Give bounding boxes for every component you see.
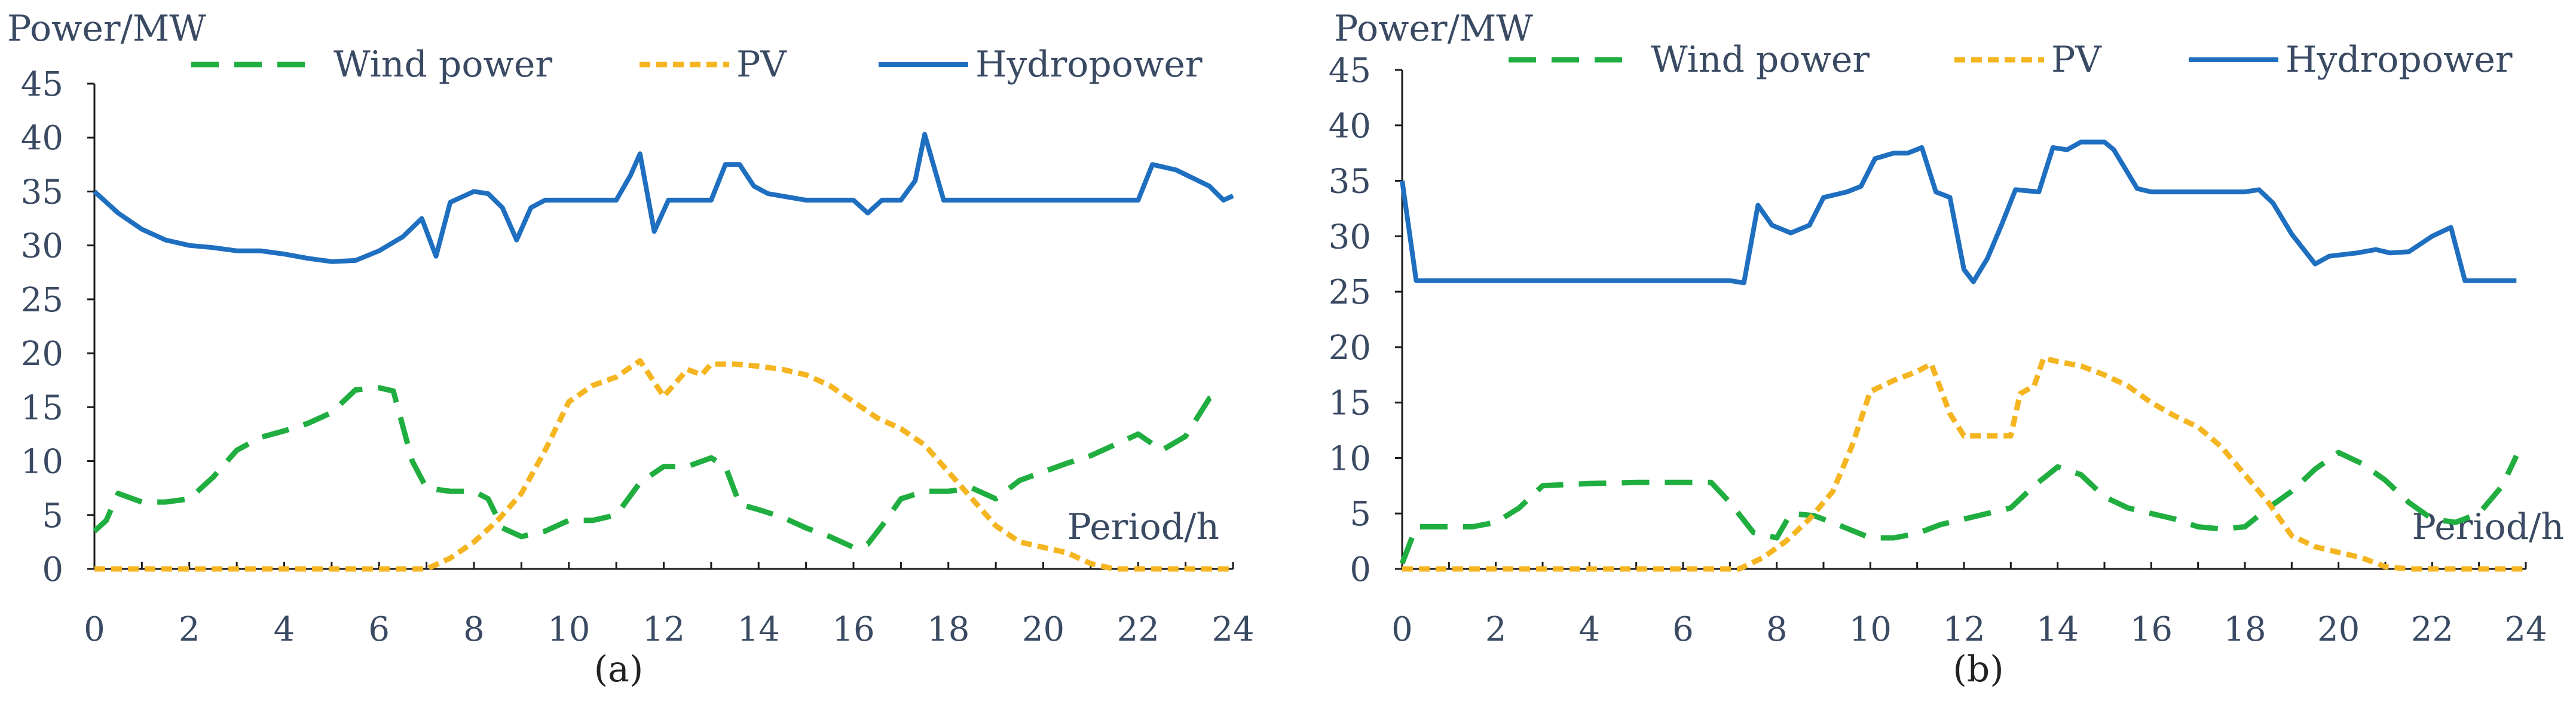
legend-label: Hydropower [2286, 39, 2513, 81]
x-tick-label: 0 [1391, 610, 1413, 649]
legend-label: PV [736, 44, 787, 85]
y-tick-label: 40 [21, 119, 63, 158]
y-axis-title: Power/MW [7, 8, 206, 50]
y-tick-label: 15 [21, 388, 63, 427]
series-line-pv [94, 358, 1233, 572]
y-tick-label: 5 [1350, 495, 1371, 534]
x-axis-title: Period/h [2412, 506, 2564, 548]
y-tick-label: 0 [42, 550, 63, 589]
y-tick-label: 10 [1329, 439, 1371, 478]
x-tick-label: 20 [2317, 610, 2360, 649]
panel-caption: (a) [594, 648, 644, 690]
x-tick-label: 16 [2130, 610, 2173, 649]
x-tick-label: 2 [179, 610, 200, 649]
x-tick-label: 18 [927, 610, 969, 649]
y-tick-label: 40 [1329, 107, 1371, 146]
x-tick-label: 12 [643, 610, 685, 649]
x-tick-label: 20 [1022, 610, 1064, 649]
y-tick-label: 10 [21, 443, 63, 482]
series-line-wind-power [92, 385, 1225, 550]
y-tick-label: 0 [1350, 550, 1371, 589]
x-tick-label: 6 [1672, 610, 1694, 649]
y-axis-title: Power/MW [1334, 8, 1533, 50]
y-tick-label: 20 [1329, 329, 1371, 368]
y-tick-label: 25 [1329, 273, 1371, 312]
x-tick-label: 6 [368, 610, 390, 649]
x-tick-label: 16 [832, 610, 874, 649]
x-tick-label: 8 [1766, 610, 1788, 649]
x-tick-label: 4 [1579, 610, 1601, 649]
x-tick-label: 10 [547, 610, 590, 649]
y-tick-label: 45 [21, 65, 63, 104]
x-tick-label: 2 [1485, 610, 1507, 649]
legend-label: PV [2051, 39, 2102, 81]
x-axis-title: Period/h [1067, 506, 1219, 548]
legend-label: Wind power [1651, 39, 1870, 81]
y-tick-label: 45 [1329, 51, 1371, 90]
series-line-wind-power [1399, 449, 2519, 565]
y-tick-label: 25 [21, 281, 63, 320]
series-line-hydropower [93, 131, 1234, 264]
series-line-pv [1402, 355, 2526, 572]
x-tick-label: 14 [2036, 610, 2079, 649]
x-tick-label: 24 [1211, 610, 1254, 649]
x-tick-label: 0 [84, 610, 105, 649]
series-line-hydropower [1400, 139, 2517, 286]
x-tick-label: 8 [463, 610, 485, 649]
y-tick-label: 15 [1329, 384, 1371, 423]
x-tick-label: 18 [2223, 610, 2266, 649]
x-tick-label: 22 [1117, 610, 1159, 649]
x-tick-label: 14 [738, 610, 780, 649]
y-tick-label: 30 [21, 227, 63, 266]
legend-label: Hydropower [975, 44, 1203, 85]
x-tick-label: 12 [1942, 610, 1985, 649]
y-tick-label: 5 [42, 497, 63, 535]
x-tick-label: 4 [274, 610, 295, 649]
y-tick-label: 20 [21, 335, 63, 374]
y-tick-label: 35 [1329, 163, 1371, 201]
panel-caption: (b) [1953, 648, 2003, 690]
y-tick-label: 30 [1329, 218, 1371, 256]
x-tick-label: 10 [1849, 610, 1892, 649]
x-tick-label: 24 [2504, 610, 2547, 649]
legend-label: Wind power [334, 44, 552, 85]
x-tick-label: 22 [2411, 610, 2453, 649]
y-tick-label: 35 [21, 173, 63, 212]
